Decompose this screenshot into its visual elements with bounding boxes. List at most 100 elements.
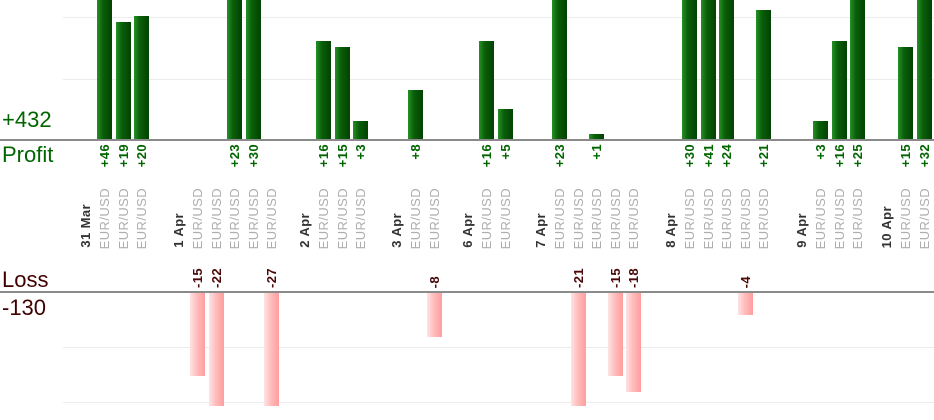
symbol-label: EUR/USD	[832, 187, 847, 249]
profit-bars-area	[0, 0, 934, 140]
symbol-label: EUR/USD	[719, 187, 734, 249]
profit-value-label: +16	[316, 144, 331, 168]
profit-bar	[97, 0, 112, 140]
symbol-label: EUR/USD	[246, 187, 261, 249]
symbol-label: EUR/USD	[427, 187, 442, 249]
loss-bar	[626, 293, 641, 392]
symbol-label: EUR/USD	[552, 187, 567, 249]
loss-bar	[209, 293, 224, 406]
profit-axis-label: Profit	[2, 142, 54, 167]
symbol-label: EUR/USD	[97, 187, 112, 249]
profit-value-label: +16	[479, 144, 494, 168]
profit-bar	[701, 0, 716, 140]
symbol-label: EUR/USD	[626, 187, 641, 249]
profit-bar	[813, 121, 828, 140]
loss-bar	[264, 293, 279, 406]
loss-bars-area	[0, 293, 934, 406]
gridline	[63, 402, 934, 403]
date-label: 2 Apr	[297, 213, 312, 248]
profit-bar	[353, 121, 368, 140]
profit-value-label: +19	[116, 144, 131, 168]
symbol-label: EUR/USD	[479, 187, 494, 249]
profit-value-label: +15	[898, 144, 913, 168]
symbol-label: EUR/USD	[316, 187, 331, 249]
gridline	[63, 347, 934, 348]
symbol-label: EUR/USD	[227, 187, 242, 249]
profit-value-label: +3	[353, 144, 368, 160]
symbol-label: EUR/USD	[209, 187, 224, 249]
profit-bar	[552, 0, 567, 140]
loss-value-label: -15	[190, 268, 205, 288]
profit-bar	[756, 10, 771, 140]
profit-bar	[898, 47, 913, 140]
date-label: 31 Mar	[78, 204, 93, 248]
profit-value-label: +41	[701, 144, 716, 168]
loss-bar	[738, 293, 753, 315]
profit-bar	[682, 0, 697, 140]
gridline	[63, 79, 934, 80]
profit-value-label: +21	[756, 144, 771, 168]
symbol-label: EUR/USD	[756, 187, 771, 249]
profit-value-label: +30	[246, 144, 261, 168]
loss-bar	[608, 293, 623, 376]
loss-value-label: -27	[264, 268, 279, 288]
profit-bar	[498, 109, 513, 140]
profit-value-label: +20	[134, 144, 149, 168]
loss-axis-line	[0, 291, 934, 293]
profit-bar	[316, 41, 331, 140]
loss-bar	[427, 293, 442, 337]
date-label: 10 Apr	[879, 205, 894, 248]
profit-bar	[850, 0, 865, 140]
profit-bar	[408, 90, 423, 140]
profit-value-label: +1	[589, 144, 604, 160]
loss-value-label: -22	[209, 268, 224, 288]
symbol-label: EUR/USD	[498, 187, 513, 249]
gridline	[63, 17, 934, 18]
profit-bar	[246, 0, 261, 140]
symbol-label: EUR/USD	[813, 187, 828, 249]
profit-bar	[479, 41, 494, 140]
date-label: 1 Apr	[171, 213, 186, 248]
loss-value-label: -4	[738, 275, 753, 288]
symbol-label: EUR/USD	[682, 187, 697, 249]
date-label: 9 Apr	[794, 213, 809, 248]
profit-bar	[719, 0, 734, 140]
profit-bar	[116, 22, 131, 140]
loss-value-label: -18	[626, 268, 641, 288]
profit-bar	[335, 47, 350, 140]
symbol-label: EUR/USD	[917, 187, 932, 249]
loss-total: -130	[2, 295, 47, 320]
loss-bar	[571, 293, 586, 406]
loss-value-label: -21	[571, 268, 586, 288]
profit-bar	[832, 41, 847, 140]
profit-value-label: +5	[498, 144, 513, 160]
profit-value-label: +32	[917, 144, 932, 168]
date-label: 7 Apr	[533, 213, 548, 248]
profit-value-label: +30	[682, 144, 697, 168]
profit-value-label: +3	[813, 144, 828, 160]
profit-value-label: +8	[408, 144, 423, 160]
symbol-label: EUR/USD	[134, 187, 149, 249]
loss-value-label: -8	[427, 275, 442, 288]
symbol-label: EUR/USD	[571, 187, 586, 249]
date-label: 8 Apr	[663, 213, 678, 248]
loss-axis-label: Loss	[2, 267, 49, 292]
symbol-label: EUR/USD	[608, 187, 623, 249]
profit-value-label: +25	[850, 144, 865, 168]
symbol-label: EUR/USD	[850, 187, 865, 249]
profit-bar	[917, 0, 932, 140]
profit-value-label: +24	[719, 144, 734, 168]
profit-total: +432	[2, 107, 52, 132]
profit-bar	[589, 134, 604, 140]
symbol-label: EUR/USD	[190, 187, 205, 249]
symbol-label: EUR/USD	[898, 187, 913, 249]
profit-bar	[134, 16, 149, 140]
symbol-label: EUR/USD	[353, 187, 368, 249]
profit-value-label: +15	[335, 144, 350, 168]
symbol-label: EUR/USD	[335, 187, 350, 249]
profit-value-label: +23	[227, 144, 242, 168]
loss-bar	[190, 293, 205, 376]
symbol-label: EUR/USD	[738, 187, 753, 249]
profit-value-label: +16	[832, 144, 847, 168]
